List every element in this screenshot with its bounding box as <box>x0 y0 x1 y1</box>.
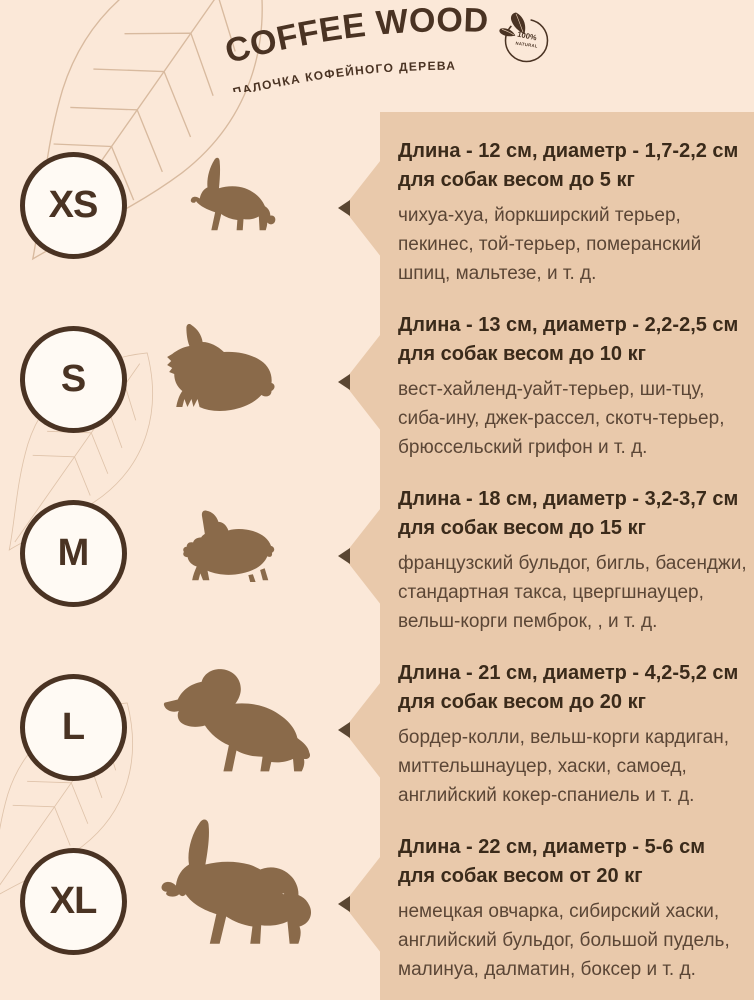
svg-text:ПАЛОЧКА КОФЕЙНОГО ДЕРЕВА: ПАЛОЧКА КОФЕЙНОГО ДЕРЕВА <box>231 59 456 92</box>
